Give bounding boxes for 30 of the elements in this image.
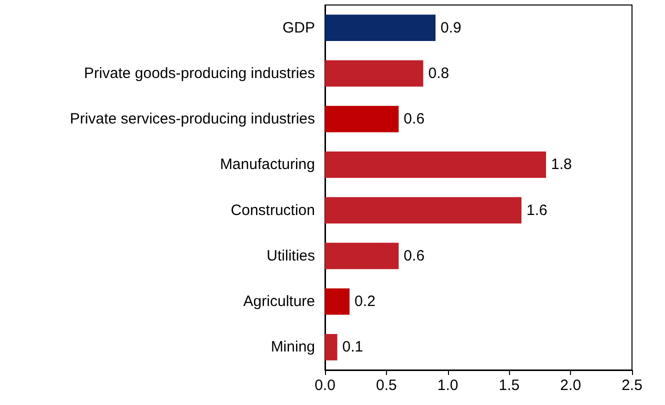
x-tick-label: 2.5 — [622, 377, 642, 394]
data-label: 1.6 — [526, 202, 548, 219]
bar — [325, 106, 399, 132]
y-tick-label: GDP — [282, 19, 315, 36]
data-label: 0.2 — [354, 293, 376, 310]
y-tick-label: Manufacturing — [220, 156, 315, 174]
bar — [325, 288, 350, 315]
bar — [325, 60, 424, 87]
x-tick-label: 0.0 — [314, 377, 336, 394]
y-tick-label: Construction — [230, 202, 315, 219]
bar — [325, 334, 338, 360]
x-tick-label: 2.0 — [560, 377, 582, 394]
x-tick-label: 0.5 — [376, 377, 397, 394]
data-label: 0.8 — [428, 64, 450, 82]
y-tick-label: Utilities — [266, 247, 315, 264]
bar — [325, 151, 546, 178]
y-tick-label: Private goods-producing industries — [84, 64, 315, 82]
data-label: 0.1 — [342, 338, 364, 356]
bar — [325, 14, 436, 42]
y-tick-label: Agriculture — [243, 293, 315, 310]
y-tick-label: Mining — [270, 338, 315, 356]
bar — [325, 197, 522, 224]
data-label: 1.8 — [551, 156, 572, 174]
data-label: 0.6 — [404, 247, 425, 264]
y-tick-label: Private services-producing industries — [70, 110, 315, 128]
bar — [325, 242, 399, 270]
x-tick-label: 1.0 — [437, 377, 458, 394]
data-label: 0.9 — [440, 19, 462, 36]
x-tick-label: 1.5 — [498, 377, 520, 394]
data-label: 0.6 — [404, 110, 425, 128]
